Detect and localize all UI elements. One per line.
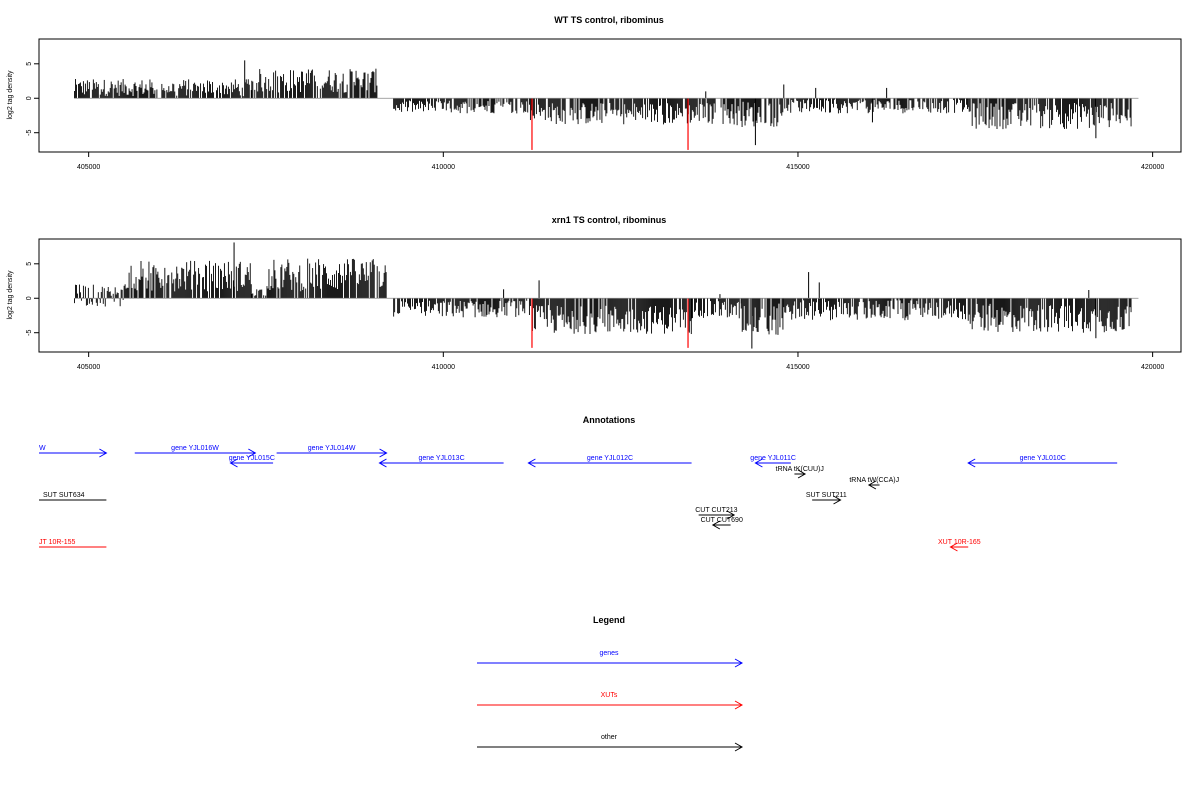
x-tick-label: 410000	[432, 364, 455, 371]
y-axis-label: log2 tag density	[7, 270, 14, 320]
track-panel-wt: WT TS control, ribominus log2 tag densit…	[7, 15, 1182, 171]
annotation-genes: gene YJL013C	[378, 455, 504, 468]
annotation-genes: W	[39, 445, 108, 458]
chart-title: WT TS control, ribominus	[554, 15, 664, 25]
annotation-other: SUT SUT634	[39, 492, 107, 501]
annotation-xuts: XUT 10R-165	[938, 539, 981, 552]
annotation-label: W	[39, 445, 46, 452]
chart-title: xrn1 TS control, ribominus	[552, 215, 667, 225]
legend-entry-xuts: XUTs	[477, 692, 744, 710]
annotation-label: gene YJL011C	[750, 455, 796, 462]
legend-label: genes	[599, 650, 619, 657]
y-axis: -5 0 5	[26, 262, 39, 336]
annotation-label: XUT 10R-165	[938, 539, 981, 546]
annotation-label: gene YJL012C	[587, 455, 633, 462]
x-tick-label: 410000	[432, 164, 455, 171]
x-tick-label: 405000	[77, 164, 100, 171]
x-tick-label: 415000	[786, 364, 809, 371]
annotation-other: CUT CUT213	[695, 507, 738, 520]
highlight-bars	[531, 298, 689, 348]
annotation-genes: gene YJL015C	[229, 455, 275, 468]
annotation-other: tRNA tK(CUU)J	[776, 466, 824, 479]
annotation-genes: gene YJL010C	[967, 455, 1118, 468]
y-tick-label: 0	[26, 296, 33, 300]
legend-label: XUTs	[601, 692, 618, 699]
y-tick-label: 5	[26, 262, 33, 266]
y-axis: -5 0 5	[26, 62, 39, 136]
annotation-label: tRNA tW(CCA)J	[849, 477, 899, 484]
legend-entry-genes: genes	[477, 650, 744, 668]
legend-entries: genes XUTs other	[477, 650, 744, 752]
y-tick-label: 5	[26, 62, 33, 66]
annotation-label: gene YJL016W	[171, 445, 219, 452]
annotation-label: gene YJL013C	[418, 455, 464, 462]
y-tick-label: -5	[26, 129, 33, 135]
annotation-label: SUT SUT634	[43, 492, 85, 499]
density-bars	[74, 242, 1132, 349]
annotation-label: JT 10R-155	[39, 539, 76, 546]
highlight-bars	[531, 98, 689, 150]
density-bars	[74, 60, 1132, 146]
annotation-other: CUT CUT690	[701, 517, 743, 530]
x-tick-label: 405000	[77, 364, 100, 371]
x-tick-label: 420000	[1141, 164, 1164, 171]
legend-title: Legend	[593, 615, 625, 625]
y-tick-label: 0	[26, 96, 33, 100]
annotation-genes: gene YJL014W	[276, 445, 388, 458]
annotation-label: gene YJL015C	[229, 455, 275, 462]
annotation-label: tRNA tK(CUU)J	[776, 466, 824, 473]
annotation-label: CUT CUT213	[695, 507, 737, 514]
annotation-genes: gene YJL012C	[527, 455, 692, 468]
plot-frame	[38, 38, 1182, 153]
annotation-other: SUT SUT211	[806, 492, 847, 505]
legend-label: other	[601, 734, 618, 741]
x-tick-label: 415000	[786, 164, 809, 171]
annotation-genes: gene YJL011C	[750, 455, 796, 468]
track-panel-xrn1: xrn1 TS control, ribominus log2 tag dens…	[7, 215, 1182, 371]
y-axis-label: log2 tag density	[7, 70, 14, 120]
legend-entry-other: other	[477, 734, 744, 752]
annotation-label: gene YJL010C	[1020, 455, 1066, 462]
plot-frame	[38, 238, 1182, 353]
x-axis: 405000 410000 415000 420000	[77, 152, 1164, 171]
y-tick-label: -5	[26, 329, 33, 335]
annotation-label: CUT CUT690	[701, 517, 743, 524]
legend: Legend genes XUTs other	[477, 615, 744, 752]
x-axis: 405000 410000 415000 420000	[77, 352, 1164, 371]
annotation-label: gene YJL014W	[308, 445, 356, 452]
x-tick-label: 420000	[1141, 364, 1164, 371]
annotation-genes: gene YJL016W	[134, 445, 257, 458]
annotation-label: SUT SUT211	[806, 492, 847, 499]
annotations-title: Annotations	[583, 415, 636, 425]
annotation-xuts: JT 10R-155	[39, 539, 107, 548]
annotation-other: tRNA tW(CCA)J	[849, 477, 899, 490]
